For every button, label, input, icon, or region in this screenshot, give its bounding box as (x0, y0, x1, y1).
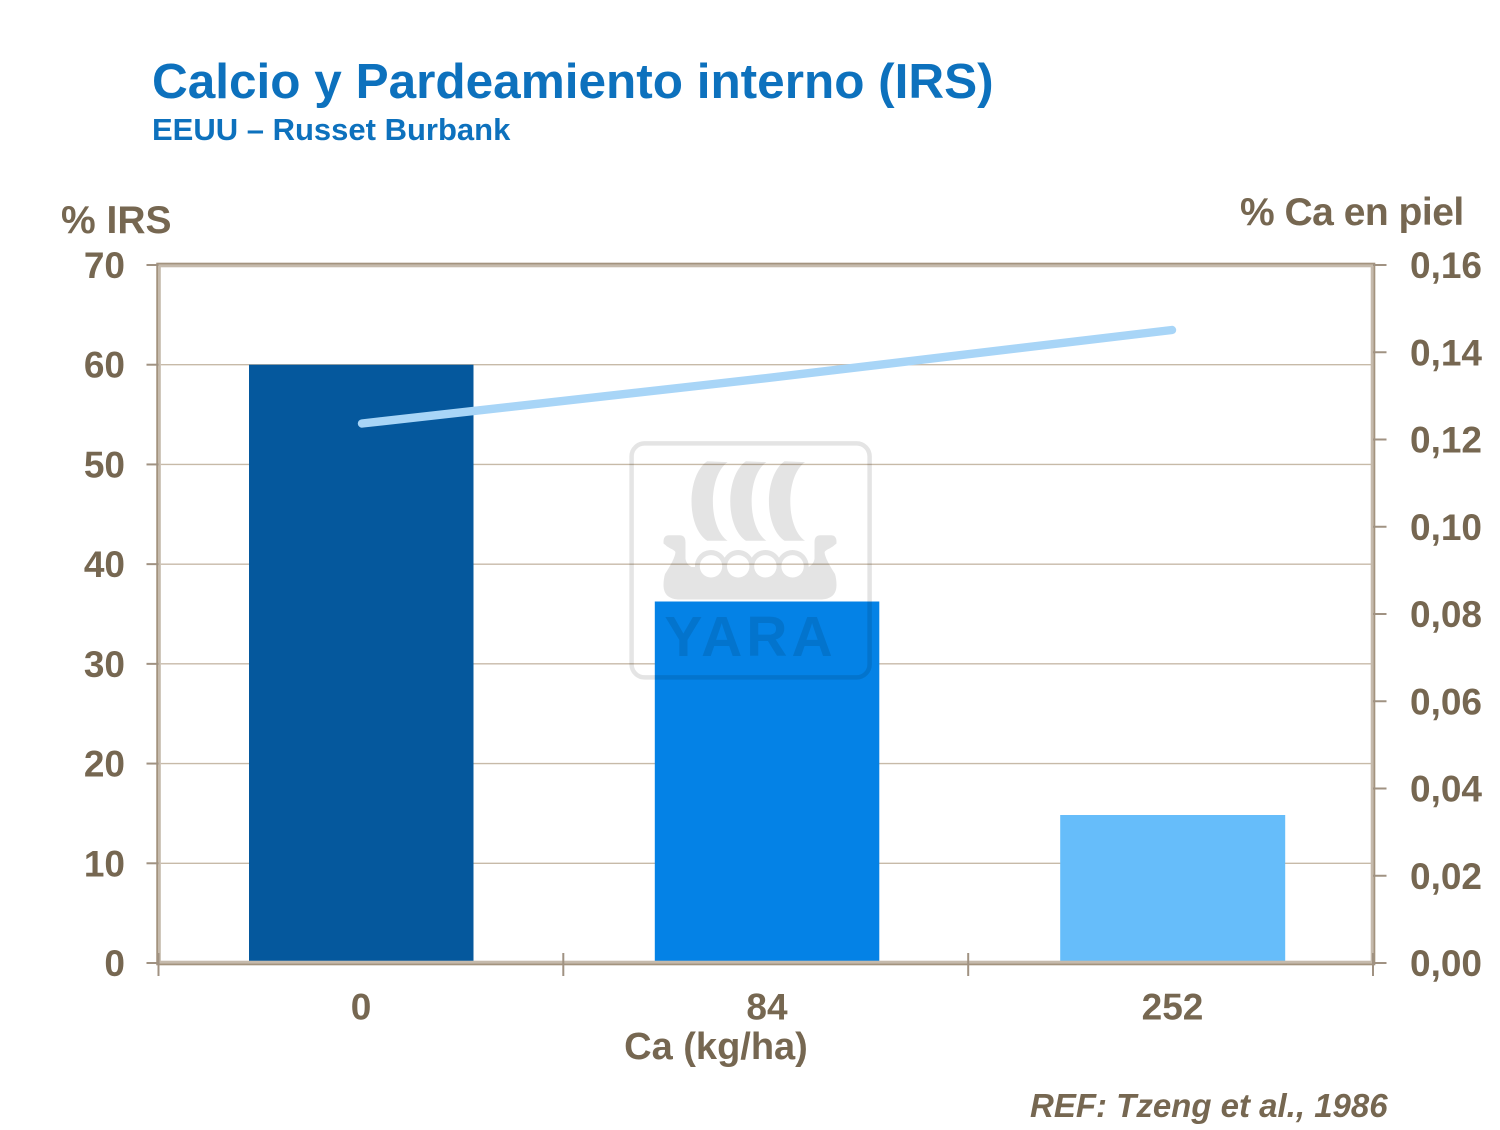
svg-text:0,14: 0,14 (1410, 332, 1482, 373)
svg-text:0,10: 0,10 (1410, 507, 1482, 548)
svg-text:0,04: 0,04 (1410, 769, 1482, 810)
svg-text:30: 30 (84, 644, 125, 685)
svg-text:Calcio y Pardeamiento interno: Calcio y Pardeamiento interno (IRS) (152, 54, 994, 109)
svg-text:0,02: 0,02 (1410, 856, 1482, 897)
svg-text:% IRS: % IRS (61, 199, 172, 242)
svg-text:0,16: 0,16 (1410, 245, 1482, 286)
svg-text:0: 0 (104, 943, 125, 984)
svg-text:84: 84 (746, 987, 788, 1028)
svg-text:10: 10 (84, 843, 125, 884)
svg-text:50: 50 (84, 444, 125, 485)
svg-text:40: 40 (84, 544, 125, 585)
svg-text:YARA: YARA (664, 605, 836, 669)
svg-text:20: 20 (84, 744, 125, 785)
svg-text:70: 70 (84, 245, 125, 286)
svg-text:0,06: 0,06 (1410, 681, 1482, 722)
svg-text:60: 60 (84, 345, 125, 386)
svg-text:252: 252 (1142, 987, 1204, 1028)
svg-text:0,08: 0,08 (1410, 594, 1482, 635)
svg-text:0,00: 0,00 (1410, 943, 1482, 984)
svg-text:0: 0 (351, 987, 372, 1028)
svg-text:EEUU – Russet Burbank: EEUU – Russet Burbank (152, 112, 511, 147)
svg-text:% Ca en piel: % Ca en piel (1240, 191, 1464, 234)
svg-text:Ca (kg/ha): Ca (kg/ha) (624, 1026, 808, 1068)
svg-text:REF: Tzeng et al., 1986: REF: Tzeng et al., 1986 (1030, 1087, 1388, 1124)
svg-text:0,12: 0,12 (1410, 420, 1482, 461)
